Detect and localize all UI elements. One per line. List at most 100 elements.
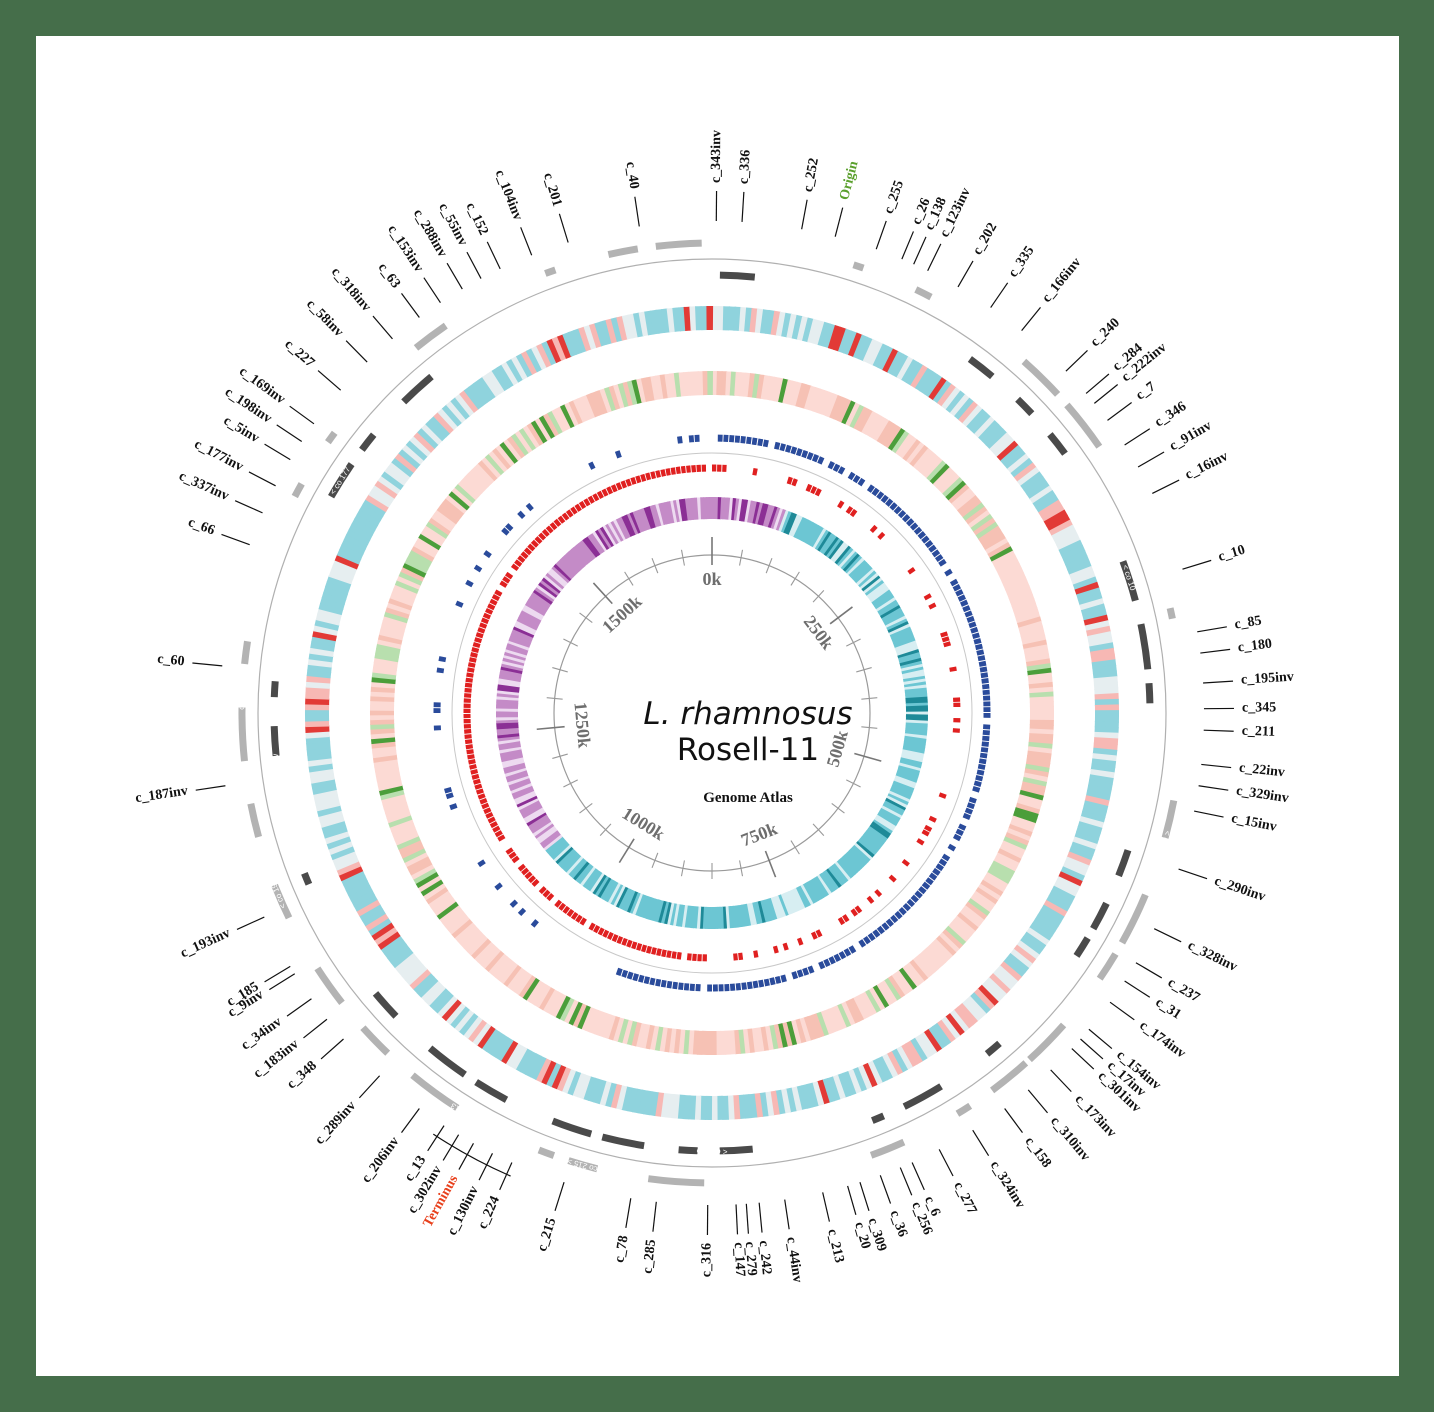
contig-label: c_348 xyxy=(284,1058,320,1092)
label-leader-line xyxy=(401,293,420,318)
scale-tick-label: 1250k xyxy=(570,701,594,749)
label-leader-line xyxy=(938,1149,954,1177)
label-leader-line xyxy=(486,241,501,270)
label-leader-line xyxy=(303,1018,328,1039)
label-leader-line xyxy=(195,785,226,791)
label-leader-line xyxy=(625,1198,632,1228)
label-leader-line xyxy=(847,1185,857,1215)
contig-track-label: < co 316 xyxy=(696,1147,727,1156)
label-leader-line xyxy=(990,282,1009,308)
label-leader-line xyxy=(423,277,441,304)
label-leader-line xyxy=(192,662,223,667)
inner-composition-ring xyxy=(495,496,929,930)
contig-label: c_193inv xyxy=(178,926,232,962)
label-leader-line xyxy=(901,231,914,260)
contig-label: c_277 xyxy=(950,1180,979,1217)
scale-tick-label: 0k xyxy=(702,569,721,589)
label-leader-line xyxy=(1201,763,1232,769)
label-leader-line xyxy=(1197,626,1227,633)
label-leader-line xyxy=(401,1108,420,1133)
scale-tick-label: 250k xyxy=(800,612,838,654)
label-leader-line xyxy=(478,1153,494,1181)
contig-label: c_22inv xyxy=(1238,761,1285,781)
label-leader-line xyxy=(317,370,342,391)
label-leader-line xyxy=(1050,1069,1072,1093)
label-leader-line xyxy=(320,1038,344,1060)
label-leader-line xyxy=(554,1182,565,1212)
contig-track-label: < co 177 xyxy=(328,465,352,496)
label-leader-line xyxy=(1065,349,1088,372)
label-leader-line xyxy=(634,196,640,227)
label-leader-line xyxy=(972,1129,990,1156)
label-leader-line xyxy=(758,1202,763,1233)
gc-skew-ring xyxy=(304,305,1120,1121)
contig-label: c_174inv xyxy=(1137,1018,1189,1061)
contig-label: c_177inv xyxy=(192,437,246,475)
genome-atlas-panel: < co 40 co 343 > < co 335 < co 10 < co 290in… xyxy=(36,36,1399,1376)
contig-track-label: co 343 > xyxy=(753,240,785,253)
label-leader-line xyxy=(1178,868,1208,880)
scale-tick-label: 1000k xyxy=(619,803,669,844)
label-leader-line xyxy=(1124,428,1151,446)
annotation-ring xyxy=(369,370,1055,1056)
contig-label: c_66 xyxy=(186,515,217,538)
contig-track-label: < co 10 xyxy=(1121,564,1138,592)
contig-label: c_15inv xyxy=(1230,811,1278,835)
contig-label: c_180 xyxy=(1237,637,1273,656)
contig-label: c_78 xyxy=(612,1234,631,1263)
label-leader-line xyxy=(345,340,368,363)
contig-label: c_173inv xyxy=(1072,1092,1119,1141)
contig-label: c_213 xyxy=(824,1228,846,1265)
label-leader-line xyxy=(1080,1038,1104,1060)
label-leader-line xyxy=(801,199,808,230)
label-leader-line xyxy=(1004,1108,1023,1133)
label-leader-line xyxy=(446,262,463,290)
contig-label: c_58inv xyxy=(303,297,346,340)
contig-track-label: < co 187inv xyxy=(271,753,286,795)
contig-label: c_104inv xyxy=(492,168,525,223)
label-leader-line xyxy=(879,1175,892,1204)
contig-label: c_290inv xyxy=(1212,874,1267,905)
strain-name: Rosell-11 xyxy=(676,732,820,768)
label-leader-line xyxy=(269,973,296,991)
label-leader-line xyxy=(520,227,533,256)
label-leader-line xyxy=(1088,1028,1113,1049)
contig-label: c_206inv xyxy=(359,1134,403,1185)
label-leader-line xyxy=(427,1125,445,1152)
label-leader-line xyxy=(289,405,315,425)
label-leader-line xyxy=(264,965,291,983)
contig-label: c_36 xyxy=(887,1208,910,1239)
label-leader-line xyxy=(442,1134,460,1161)
label-leader-line xyxy=(248,471,276,487)
origin-marker-label: Origin xyxy=(837,159,862,201)
contig-label: c_279 xyxy=(742,1241,759,1276)
label-leader-line xyxy=(276,424,303,442)
contig-label: c_289inv xyxy=(312,1099,359,1148)
contig-label: c_328inv xyxy=(1185,938,1239,975)
atlas-title: L. rhamnosus Rosell-11 Genome Atlas xyxy=(603,696,893,807)
data-rings xyxy=(304,305,1120,1121)
contig-label: c_195inv xyxy=(1241,670,1295,688)
contig-label: c_346 xyxy=(1152,399,1189,430)
contig-label: c_329inv xyxy=(1235,784,1290,807)
label-leader-line xyxy=(1071,1048,1095,1070)
label-leader-line xyxy=(1021,306,1041,332)
label-leader-line xyxy=(875,220,887,250)
label-leader-line xyxy=(236,916,265,931)
contig-label: c_147 xyxy=(731,1242,748,1277)
contig-label: c_7 xyxy=(1133,379,1158,403)
atlas-subtitle: Genome Atlas xyxy=(703,790,793,806)
contig-label: c_187inv xyxy=(134,784,189,807)
label-leader-line xyxy=(558,213,569,243)
contig-label: c_40 xyxy=(623,161,642,190)
label-leader-line xyxy=(741,191,745,222)
label-leader-line xyxy=(221,533,250,546)
contig-label: c_310inv xyxy=(1047,1114,1092,1164)
label-leader-line xyxy=(1203,680,1234,684)
label-leader-line xyxy=(1107,402,1132,421)
contig-label: c_211 xyxy=(1241,724,1275,740)
label-leader-line xyxy=(358,1075,381,1099)
label-leader-line xyxy=(1027,1089,1048,1114)
label-leader-line xyxy=(1135,962,1163,979)
contig-track-label: < co 290inv xyxy=(1152,830,1173,872)
